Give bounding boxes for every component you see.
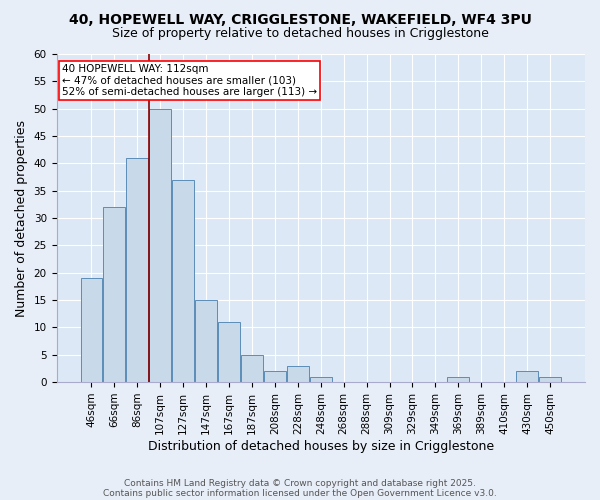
Text: 40 HOPEWELL WAY: 112sqm
← 47% of detached houses are smaller (103)
52% of semi-d: 40 HOPEWELL WAY: 112sqm ← 47% of detache… xyxy=(62,64,317,97)
Bar xyxy=(264,371,286,382)
Bar xyxy=(287,366,309,382)
Bar xyxy=(80,278,103,382)
Bar xyxy=(310,376,332,382)
Bar xyxy=(195,300,217,382)
Bar xyxy=(149,108,171,382)
Bar xyxy=(241,355,263,382)
Text: Contains public sector information licensed under the Open Government Licence v3: Contains public sector information licen… xyxy=(103,488,497,498)
Text: Contains HM Land Registry data © Crown copyright and database right 2025.: Contains HM Land Registry data © Crown c… xyxy=(124,478,476,488)
Bar xyxy=(448,376,469,382)
Text: Size of property relative to detached houses in Crigglestone: Size of property relative to detached ho… xyxy=(112,28,488,40)
Y-axis label: Number of detached properties: Number of detached properties xyxy=(15,120,28,316)
Bar xyxy=(539,376,561,382)
Text: 40, HOPEWELL WAY, CRIGGLESTONE, WAKEFIELD, WF4 3PU: 40, HOPEWELL WAY, CRIGGLESTONE, WAKEFIEL… xyxy=(68,12,532,26)
Bar xyxy=(516,371,538,382)
X-axis label: Distribution of detached houses by size in Crigglestone: Distribution of detached houses by size … xyxy=(148,440,494,452)
Bar xyxy=(103,207,125,382)
Bar xyxy=(127,158,148,382)
Bar xyxy=(172,180,194,382)
Bar xyxy=(218,322,240,382)
